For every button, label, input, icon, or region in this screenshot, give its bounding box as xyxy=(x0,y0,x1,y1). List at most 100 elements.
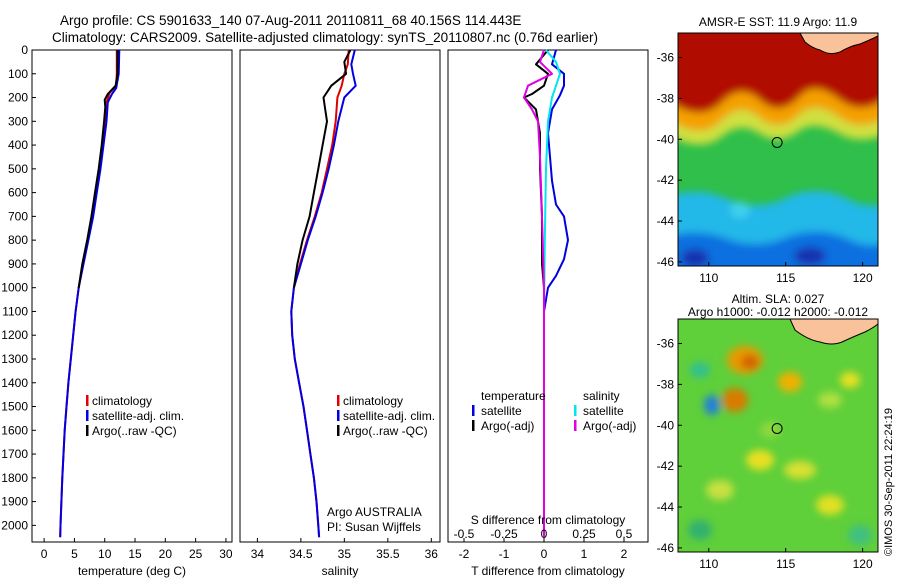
depth-axis: 0 100 200 300 400 500 600 700 800 900 1000 1100 1200… xyxy=(1,43,36,532)
legend-label-t-satellite: satellite xyxy=(481,404,522,418)
depth-tick-label: 0 xyxy=(21,43,28,57)
map-lon-tick-label: 120 xyxy=(853,557,873,571)
depth-tick-label: 1200 xyxy=(1,328,28,342)
depth-tick-label: 2000 xyxy=(1,518,28,532)
float-owner-label: Argo AUSTRALIA xyxy=(327,505,422,519)
sla-map-frame xyxy=(677,318,879,553)
x-tick-label: 36 xyxy=(425,547,439,561)
depth-tick-label: 900 xyxy=(8,257,28,271)
map-lat-tick-label: -40 xyxy=(657,132,675,146)
pi-label: PI: Susan Wijffels xyxy=(327,520,421,534)
depth-tick-label: 500 xyxy=(8,162,28,176)
x-tick-label: 34.5 xyxy=(289,547,313,561)
s-difference-tick-label: 0.25 xyxy=(572,527,596,541)
depth-tick-label: 400 xyxy=(8,138,28,152)
t-difference-xlabel: T difference from climatology xyxy=(471,564,625,578)
series-line-argo-raw-qc xyxy=(77,50,119,288)
x-tick-label: 34 xyxy=(251,547,265,561)
map-lat-tick-label: -36 xyxy=(657,337,675,351)
salinity-legend: climatology satellite-adj. clim. Argo(..… xyxy=(337,394,435,438)
map-lat-tick-label: -46 xyxy=(657,541,675,555)
depth-tick-label: 1000 xyxy=(1,281,28,295)
x-tick-label: 30 xyxy=(219,547,233,561)
legend-swatch-t-satellite xyxy=(472,405,475,416)
map-lon-tick-label: 110 xyxy=(699,271,718,285)
sla-map-axes: -36 -38 -40 -42 -44 -46 110 115 120 xyxy=(657,337,873,571)
depth-tick-label: 1800 xyxy=(1,471,28,485)
salinity-xlabel: salinity xyxy=(322,564,359,578)
series-line-satellite-adj-clim xyxy=(290,49,357,538)
depth-tick-label: 1400 xyxy=(1,376,28,390)
x-tick-label: 25 xyxy=(189,547,203,561)
map-lon-tick-label: 120 xyxy=(853,271,873,285)
map-lat-tick-label: -46 xyxy=(657,255,675,269)
series-line-argo-raw-qc xyxy=(292,49,352,288)
legend-swatch-s-argo xyxy=(574,420,577,431)
s-difference-tick-label: 0 xyxy=(541,527,548,541)
legend-swatch-argo xyxy=(86,425,89,436)
x-tick-label: -2 xyxy=(459,547,470,561)
legend-swatch-climatology xyxy=(337,395,340,406)
australia-coastline xyxy=(799,33,878,55)
x-tick-label: 0 xyxy=(41,547,48,561)
legend-title-salinity: salinity xyxy=(583,389,620,403)
series-line-temperature-satellite xyxy=(543,49,569,538)
sst-map: AMSR-E SST: 11.9 Argo: 11.9 -36 -38 -40 -42… xyxy=(657,15,879,285)
map-lon-tick-label: 110 xyxy=(699,557,718,571)
temperature-panel: 0100200300400500600700800900100011001200… xyxy=(1,43,233,578)
australia-coastline xyxy=(789,319,878,345)
s-difference-label: S difference from climatology xyxy=(471,513,626,527)
series-line-salinity-argo-adj xyxy=(523,49,553,538)
depth-tick-label: 100 xyxy=(8,67,28,81)
s-difference-tick-label: -0.5 xyxy=(454,527,475,541)
x-tick-label: -1 xyxy=(499,547,510,561)
legend-swatch-t-argo xyxy=(472,420,475,431)
map-lat-tick-label: -44 xyxy=(657,500,675,514)
x-tick-label: 10 xyxy=(98,547,112,561)
x-tick-label: 1 xyxy=(581,547,588,561)
legend-label-satellite: satellite-adj. clim. xyxy=(343,409,435,423)
legend-label-t-argo: Argo(-adj) xyxy=(481,419,534,433)
sst-argo-location-marker xyxy=(771,136,783,148)
legend-swatch-s-satellite xyxy=(574,405,577,416)
legend-label-satellite: satellite-adj. clim. xyxy=(92,409,184,423)
temperature-xlabel: temperature (deg C) xyxy=(78,564,186,578)
legend-label-s-satellite: satellite xyxy=(583,404,624,418)
temperature-axes xyxy=(31,49,233,543)
map-lat-tick-label: -44 xyxy=(657,214,675,228)
sla-map-background xyxy=(678,319,878,552)
temperature-x-axis: 0 5 10 15 20 25 30 xyxy=(41,538,233,561)
map-lat-tick-label: -42 xyxy=(657,459,675,473)
depth-tick-label: 1100 xyxy=(2,304,28,318)
difference-x-axis: -2 -1 0 1 2 xyxy=(459,538,628,561)
salinity-panel: 34 34.5 35 35.5 36 salinity climatology sate… xyxy=(239,49,441,578)
depth-tick-label: 1300 xyxy=(1,352,28,366)
header-line-1: Argo profile: CS 5901633_140 07-Aug-2011… xyxy=(60,13,522,28)
s-difference-tick-label: -0.25 xyxy=(490,527,518,541)
x-tick-label: 35 xyxy=(338,547,352,561)
x-tick-label: 2 xyxy=(621,547,628,561)
copyright-stamp: ©IMOS 30-Sep-2011 22:24:19 xyxy=(883,408,895,556)
sla-field xyxy=(688,346,872,545)
depth-tick-label: 1700 xyxy=(1,447,28,461)
depth-tick-label: 600 xyxy=(8,186,28,200)
depth-tick-label: 1500 xyxy=(1,400,28,414)
legend-label-s-argo: Argo(-adj) xyxy=(583,419,636,433)
header-line-2: Climatology: CARS2009. Satellite-adjuste… xyxy=(52,30,599,45)
x-tick-label: 0 xyxy=(541,547,548,561)
legend-swatch-satellite xyxy=(337,410,340,421)
map-lat-tick-label: -38 xyxy=(657,91,675,105)
salinity-profiles xyxy=(290,49,357,538)
legend-label-argo: Argo(..raw -QC) xyxy=(343,424,428,438)
x-tick-label: 35.5 xyxy=(376,547,400,561)
sla-argo-location-marker xyxy=(771,422,783,434)
depth-tick-label: 300 xyxy=(8,114,28,128)
sla-map: Altim. SLA: 0.027 Argo h1000: -0.012 h20… xyxy=(657,292,879,571)
difference-legend: temperature salinity satellite Argo(-adj… xyxy=(472,389,636,433)
x-tick-label: 15 xyxy=(128,547,142,561)
x-tick-label: 5 xyxy=(71,547,78,561)
depth-tick-label: 200 xyxy=(8,91,28,105)
sst-map-title: AMSR-E SST: 11.9 Argo: 11.9 xyxy=(699,15,858,29)
sla-map-title: Altim. SLA: 0.027 xyxy=(732,292,825,306)
